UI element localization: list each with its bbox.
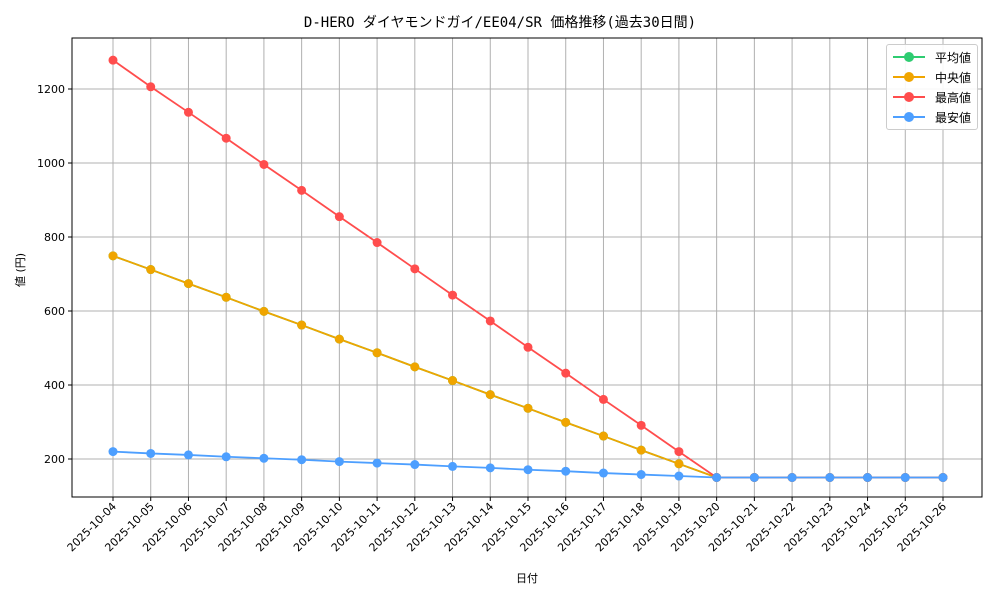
data-point <box>183 107 193 117</box>
data-point <box>674 459 684 469</box>
data-point <box>900 473 910 482</box>
legend-marker-icon <box>889 51 929 63</box>
data-point <box>146 82 156 92</box>
data-point <box>712 473 722 482</box>
data-point <box>561 466 571 476</box>
data-point <box>485 390 495 400</box>
y-tick-label: 400 <box>44 379 65 392</box>
y-tick-label: 600 <box>44 305 65 318</box>
data-point <box>297 185 307 195</box>
legend-label: 平均値 <box>935 50 972 65</box>
y-tick-label: 1000 <box>37 157 65 170</box>
data-point <box>108 55 118 65</box>
grid-lines <box>72 38 982 497</box>
data-point <box>674 447 684 457</box>
legend-label: 中央値 <box>935 70 972 85</box>
legend-item-3: 最安値 <box>887 107 977 127</box>
data-point <box>146 265 156 275</box>
data-point <box>108 251 118 261</box>
data-point <box>598 394 608 404</box>
data-point <box>372 458 382 468</box>
data-point <box>108 447 118 457</box>
legend-marker-icon <box>889 91 929 103</box>
data-point <box>598 431 608 441</box>
plot-frame <box>71 37 983 498</box>
data-point <box>636 420 646 430</box>
data-point <box>523 465 533 475</box>
data-point <box>598 468 608 478</box>
data-point <box>297 320 307 330</box>
data-series <box>108 55 948 482</box>
chart-title: D-HERO ダイヤモンドガイ/EE04/SR 価格推移(過去30日間) <box>303 15 697 31</box>
data-point <box>183 450 193 460</box>
legend-label: 最高値 <box>935 90 972 105</box>
legend-item-2: 最高値 <box>887 87 977 107</box>
data-point <box>749 473 759 482</box>
data-point <box>825 473 835 482</box>
series-3 <box>108 447 948 482</box>
legend-item-1: 中央値 <box>887 67 977 87</box>
data-point <box>221 452 231 462</box>
data-point <box>938 473 948 482</box>
data-point <box>448 376 458 386</box>
data-point <box>259 453 269 463</box>
data-point <box>334 334 344 344</box>
data-point <box>448 461 458 471</box>
data-point <box>221 292 231 302</box>
y-tick-label: 800 <box>44 231 65 244</box>
data-point <box>410 460 420 470</box>
x-axis-ticks: 2025-10-042025-10-052025-10-062025-10-07… <box>65 497 949 554</box>
legend-marker-icon <box>889 111 929 123</box>
legend: 平均値中央値最高値最安値 <box>886 44 978 130</box>
data-point <box>636 470 646 480</box>
y-axis-label: 値 (円) <box>14 253 27 287</box>
data-point <box>787 473 797 482</box>
data-point <box>863 473 873 482</box>
legend-marker-icon <box>889 71 929 83</box>
data-point <box>410 264 420 274</box>
data-point <box>183 279 193 289</box>
data-point <box>448 290 458 300</box>
data-point <box>485 463 495 473</box>
data-point <box>523 342 533 352</box>
data-point <box>561 368 571 378</box>
data-point <box>523 403 533 413</box>
data-point <box>259 159 269 169</box>
x-axis-label: 日付 <box>516 572 538 585</box>
legend-item-0: 平均値 <box>887 47 977 67</box>
data-point <box>372 238 382 248</box>
data-point <box>297 455 307 465</box>
y-tick-label: 200 <box>44 453 65 466</box>
data-point <box>259 306 269 316</box>
data-point <box>372 348 382 358</box>
data-point <box>334 212 344 222</box>
y-axis-ticks: 200 400 600 800 1000 1200 <box>37 83 72 466</box>
data-point <box>221 133 231 143</box>
data-point <box>674 471 684 481</box>
legend-label: 最安値 <box>935 110 972 125</box>
data-point <box>146 448 156 458</box>
data-point <box>561 417 571 427</box>
data-point <box>485 316 495 326</box>
data-point <box>410 362 420 372</box>
y-tick-label: 1200 <box>37 83 65 96</box>
data-point <box>334 457 344 467</box>
data-point <box>636 445 646 455</box>
